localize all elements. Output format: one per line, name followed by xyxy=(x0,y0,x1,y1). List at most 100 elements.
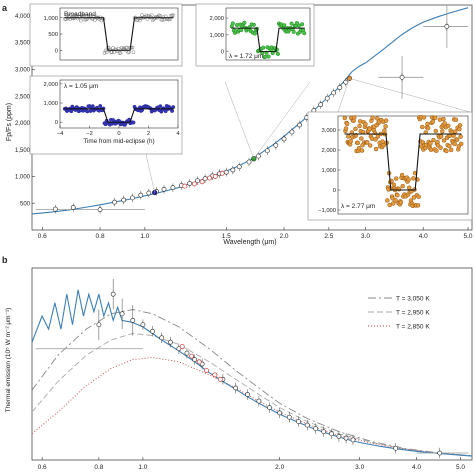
inset-277-data-point xyxy=(385,198,390,203)
inset-105-data-point xyxy=(87,104,92,109)
panel-a-data-point xyxy=(187,180,193,186)
panel-b-data-point xyxy=(286,414,292,420)
inset-105-x-axis-label: Time from mid-eclipse (h) xyxy=(83,138,154,145)
inset-connector xyxy=(224,81,254,159)
inset-broadband-model-curve xyxy=(64,17,174,51)
panel-b-data-point xyxy=(256,398,262,404)
inset-277-data-point xyxy=(442,121,447,126)
panel-a-data-point xyxy=(297,122,302,128)
inset-277-data-point xyxy=(425,125,431,131)
panel-b-data-point xyxy=(130,317,136,323)
panel-a-x-tick-label: 2.0 xyxy=(280,233,289,240)
inset-broadband-data-point xyxy=(149,13,154,17)
inset-broadband-data-point xyxy=(93,18,97,22)
panel-a-data-point-red xyxy=(199,179,205,185)
panel-b-data-point xyxy=(437,450,443,456)
panel-b-data-point xyxy=(343,435,349,441)
inset-broadband-data-point xyxy=(165,16,170,21)
panel-b-legend: T = 3,050 K T = 2,950 K T = 2,850 K xyxy=(368,295,430,330)
panel-b-data-point-red xyxy=(196,359,202,365)
inset-105-label: λ = 1.05 μm xyxy=(64,83,98,90)
panel-b-data-point xyxy=(296,419,301,424)
inset-277-data-point xyxy=(448,147,454,153)
inset-172-y-tick-label: 0 xyxy=(221,50,224,56)
inset-105-y-tick-label: 2,000 xyxy=(43,82,58,88)
panel-a-data-point xyxy=(130,195,135,201)
inset-broadband-data-point xyxy=(138,18,142,23)
inset-277-data-point xyxy=(396,187,402,192)
panel-a-label: a xyxy=(2,3,8,13)
inset-105-x-tick-label: −2 xyxy=(86,131,93,137)
inset-277-data-point xyxy=(381,142,387,148)
inset-105-y-tick-label: 1,000 xyxy=(43,101,58,107)
panel-a-data-point xyxy=(97,207,103,213)
inset-277-data-point xyxy=(383,124,388,129)
panel-a-data-point-red xyxy=(207,175,212,181)
panel-a-y-tick-label: 1,000 xyxy=(15,175,31,181)
inset-277-y-tick-label: 0 xyxy=(333,188,336,194)
inset-1p05: 0 1,000 2,000 −4 −2 0 2 4 Time from mid-eclipse … xyxy=(29,75,183,155)
panel-b-blackbody-2850 xyxy=(31,357,473,457)
panel-b-data-point xyxy=(393,445,399,451)
inset-277-data-point xyxy=(359,148,365,153)
panel-b-x-tick-label: 0.6 xyxy=(38,464,47,471)
panel-b-blackbody-2950 xyxy=(31,333,473,457)
inset-connector xyxy=(349,78,471,113)
panel-a-data-point xyxy=(161,186,167,192)
inset-172-label: λ = 1.72 μm xyxy=(229,53,263,60)
inset-broadband: 0 500 1,000 Broadband xyxy=(29,3,183,67)
panel-b-data-point xyxy=(96,322,102,328)
inset-broadband-data-point xyxy=(148,15,153,19)
inset-172-model-curve xyxy=(231,27,305,53)
inset-277-data-point xyxy=(430,119,436,124)
inset-172-data-point xyxy=(300,22,305,27)
panel-b-frame xyxy=(31,267,473,461)
panel-a-plot: 0.6 0.8 1.0 1.5 2.0 2.5 3.0 4.0 5.0 500 1,000 1,500… xyxy=(15,4,473,240)
inset-277-data-point xyxy=(398,200,404,205)
panel-a-y-tick-label: 2,000 xyxy=(15,121,31,127)
panel-a-data-point xyxy=(146,190,152,196)
inset-broadband-y-tick-label: 1,000 xyxy=(43,16,58,22)
inset-277-data-point xyxy=(373,146,379,152)
inset-broadband-y-tick-label: 500 xyxy=(48,32,58,38)
panel-a-data-point xyxy=(255,153,261,159)
panel-a-data-point xyxy=(444,24,450,29)
inset-277-data-point xyxy=(391,201,396,206)
inset-277-data-point xyxy=(363,121,368,127)
inset-277-data-point xyxy=(393,176,399,181)
inset-277-data-point xyxy=(367,126,372,132)
panel-a-y-tick-label: 4,000 xyxy=(15,14,31,20)
panel-a-x-tick-label: 2.5 xyxy=(324,233,333,240)
inset-277-data-point xyxy=(411,195,417,200)
inset-277-data-point xyxy=(353,126,358,132)
panel-a-data-point xyxy=(337,85,343,90)
inset-172-data-point xyxy=(266,54,271,59)
inset-broadband-data-point xyxy=(69,13,74,17)
panel-a-x-tick-label: 5.0 xyxy=(464,233,473,240)
panel-a-data-point xyxy=(112,199,117,205)
inset-277-data-point xyxy=(352,115,357,120)
panel-a-data-point-red xyxy=(219,170,225,176)
inset-277-data-point xyxy=(441,138,447,143)
inset-277-y-tick-label: 3,000 xyxy=(321,128,336,134)
inset-277-data-point xyxy=(421,115,427,120)
panel-a-data-point xyxy=(264,148,270,154)
inset-277-data-point xyxy=(373,137,378,142)
panel-a-model-line xyxy=(31,7,469,215)
panel-b-x-tick-label: 1.0 xyxy=(138,464,147,471)
inset-277-data-point xyxy=(370,115,375,121)
panel-a-x-tick-label: 1.5 xyxy=(222,233,231,240)
inset-broadband-data-point xyxy=(79,18,83,23)
panel-a: 0.6 0.8 1.0 1.5 2.0 2.5 3.0 4.0 5.0 500 1,000 1,500… xyxy=(6,4,473,246)
panel-b-data-point xyxy=(119,311,125,317)
inset-broadband-data-point xyxy=(102,51,107,55)
inset-277-data-point xyxy=(452,141,457,147)
panel-a-data-point xyxy=(236,164,242,170)
inset-105-data-point xyxy=(131,120,136,125)
inset-277-data-point xyxy=(431,137,436,143)
inset-277-data-point xyxy=(348,138,353,144)
inset-broadband-data-point xyxy=(131,50,136,55)
panel-a-data-point xyxy=(324,95,330,101)
panel-a-data-point xyxy=(170,185,176,191)
inset-277-data-point xyxy=(357,123,362,129)
